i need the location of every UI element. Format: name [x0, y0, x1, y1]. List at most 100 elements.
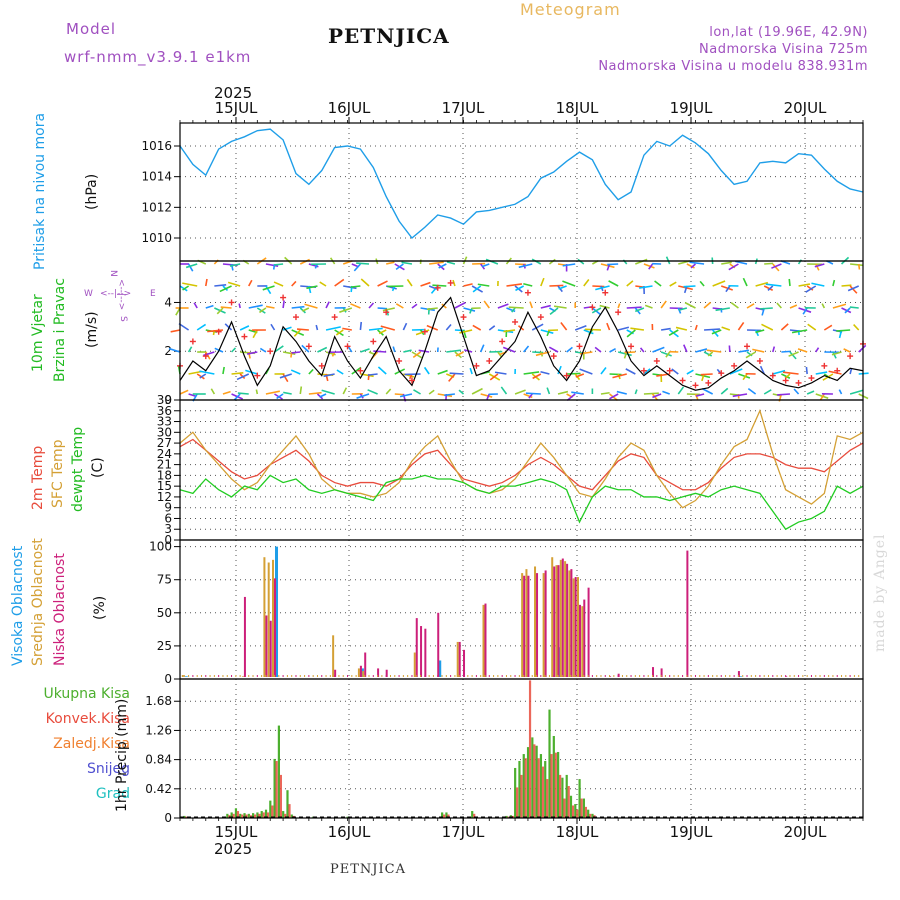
wind-arrow: [706, 349, 722, 353]
y-tick-label: 1.68: [145, 694, 172, 708]
wind-arrow: [600, 366, 607, 375]
wind-arrow: [583, 329, 594, 335]
conv-precip-bar: [567, 786, 570, 818]
wind-arrow: [350, 285, 361, 288]
y-tick-label: 2: [164, 344, 172, 358]
wind-arrow: [857, 263, 861, 270]
y-tick-label: 25: [157, 639, 172, 653]
wind-arrow: [797, 348, 808, 353]
low-cloud-bar: [424, 628, 427, 677]
wind-arrow: [815, 263, 820, 271]
total-precip-bar: [557, 751, 560, 818]
wind-arrow: [265, 390, 280, 395]
total-precip-bar: [445, 812, 448, 818]
wind-arrow: [772, 369, 786, 375]
wind-arrow: [662, 390, 670, 395]
wind-arrow: [480, 393, 493, 398]
conv-precip-bar: [554, 752, 557, 818]
mid-cloud-bar: [568, 570, 571, 677]
wind-arrow: [690, 263, 696, 269]
wind-arrow: [595, 285, 610, 291]
wind-arrow: [175, 307, 181, 316]
wind-arrow: [634, 389, 638, 395]
wind-arrow: [359, 321, 363, 331]
y-tick-label: 18: [157, 468, 172, 482]
wind-arrow: [168, 347, 181, 353]
wind-arrow: [695, 348, 708, 353]
wind-arrow: [553, 305, 567, 309]
wind-arrow: [216, 307, 224, 315]
wind-arrow: [274, 263, 284, 266]
wind-arrow: [413, 389, 421, 395]
wind-arrow: [304, 303, 318, 309]
wind-arrow: [591, 307, 602, 314]
y-tick-label: 50: [157, 606, 172, 620]
low-cloud-bar: [557, 565, 560, 677]
wind-arrow: [639, 285, 653, 289]
total-precip-bar: [552, 735, 555, 818]
wind-arrow: [699, 280, 705, 287]
wind-arrow: [836, 329, 851, 332]
wind-arrow: [402, 322, 408, 331]
wind-arrow: [806, 390, 815, 395]
wind-arrow: [525, 392, 541, 395]
wind-arrow: [231, 372, 244, 375]
y-tick-label: 0.84: [145, 753, 172, 767]
total-precip-bar: [522, 754, 525, 818]
wind-arrow: [579, 368, 593, 375]
wind-arrow: [356, 393, 370, 399]
x-tick-label-top: 20JUL: [784, 99, 827, 117]
wind-arrow: [426, 307, 438, 311]
x-tick-label-top: 17JUL: [442, 99, 485, 117]
wind-arrow: [343, 285, 357, 290]
pressure-line: [179, 128, 864, 240]
low-cloud-bar: [660, 668, 663, 677]
wind-arrow: [668, 329, 679, 336]
wind-arrow: [373, 350, 387, 353]
wind-arrow: [382, 307, 395, 312]
total-precip-bar: [260, 811, 263, 818]
total-precip-bar: [561, 777, 564, 818]
low-cloud-bar: [523, 575, 526, 677]
conv-precip-bar: [447, 814, 450, 818]
wind-arrow: [508, 306, 524, 309]
wind-arrow: [401, 261, 413, 265]
wind-arrow: [540, 277, 545, 287]
wind-arrow: [282, 326, 292, 331]
wind-arrow: [643, 392, 659, 395]
wind-arrow: [689, 261, 705, 265]
wind-arrow: [805, 366, 808, 375]
low-cloud-bar: [463, 649, 466, 677]
mid-cloud-bar: [332, 635, 335, 677]
total-precip-bar: [587, 809, 590, 818]
mid-cloud-bar: [482, 604, 485, 677]
wind-arrow: [752, 348, 765, 353]
wind-arrow: [644, 304, 653, 309]
total-precip-bar: [531, 737, 534, 818]
mid-cloud-bar: [272, 559, 275, 677]
model-altitude-label: Nadmorska Visina u modelu 838.931m: [598, 59, 868, 74]
y-tick-label: 15: [157, 479, 172, 493]
wind-arrow: [626, 280, 634, 287]
wind-arrow: [665, 351, 671, 358]
total-precip-bar: [226, 813, 229, 818]
wind-arrow: [831, 351, 842, 356]
wind-arrow: [788, 351, 799, 357]
low-cloud-bar: [243, 596, 246, 677]
y-tick-label: 0: [164, 672, 172, 686]
wind-arrow: [648, 263, 654, 270]
y-tick-label: 30: [157, 425, 172, 439]
wind-arrow: [265, 285, 272, 295]
wind-arrow: [291, 280, 297, 287]
y-tick-label: 0: [164, 393, 172, 407]
wind-arrow: [759, 307, 773, 310]
wind-arrow: [678, 307, 688, 311]
conv-precip-bar: [258, 813, 261, 818]
wind-arrow: [188, 393, 197, 398]
x-tick-label-bottom: 16JUL: [328, 823, 371, 841]
wind-arrow: [764, 262, 774, 265]
mid-cloud-bar: [534, 566, 537, 677]
wind-arrow: [732, 393, 748, 398]
wind-arrow: [385, 388, 392, 395]
mid-cloud-bar: [521, 573, 524, 677]
